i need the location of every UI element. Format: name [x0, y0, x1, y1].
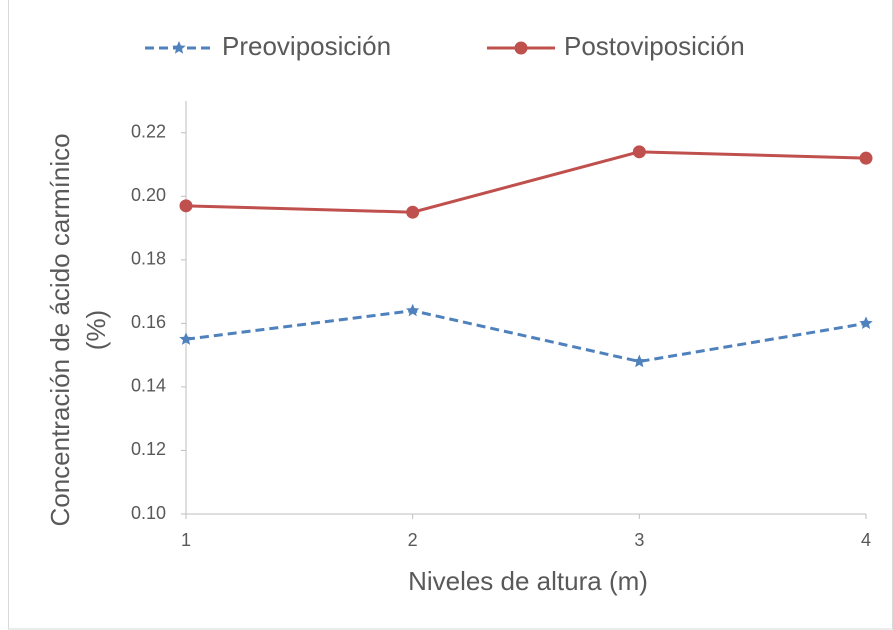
data-point [859, 151, 873, 165]
data-point [179, 199, 193, 213]
x-tick-label: 1 [181, 530, 191, 550]
legend-marker [514, 41, 528, 55]
data-point [406, 303, 420, 317]
x-axis-label: Niveles de altura (m) [408, 566, 648, 596]
x-tick-label: 3 [634, 530, 644, 550]
data-point [179, 332, 193, 345]
legend-marker [172, 41, 186, 54]
y-tick-label: 0.20 [131, 185, 166, 205]
legend-label: Postoviposición [564, 31, 745, 61]
y-tick-label: 0.14 [131, 376, 166, 396]
y-tick-label: 0.12 [131, 439, 166, 459]
data-point [632, 145, 646, 159]
y-tick-label: 0.16 [131, 312, 166, 332]
x-tick-label: 4 [861, 530, 871, 550]
y-axis-label: Concentración de ácido carmínico [45, 133, 75, 526]
y-tick-label: 0.22 [131, 122, 166, 142]
data-point [406, 205, 420, 219]
y-tick-label: 0.18 [131, 249, 166, 269]
y-axis-label: (%) [81, 310, 111, 350]
series-line [185, 309, 867, 364]
data-point [632, 354, 646, 368]
y-tick-label: 0.10 [131, 503, 166, 523]
data-point [859, 316, 873, 329]
series-line [185, 150, 867, 214]
x-tick-label: 2 [408, 530, 418, 550]
legend-label: Preoviposición [222, 31, 391, 61]
